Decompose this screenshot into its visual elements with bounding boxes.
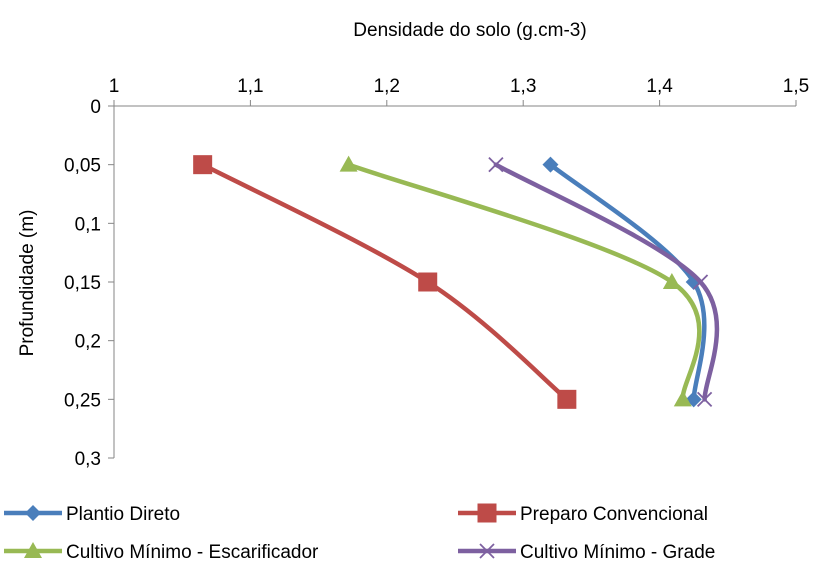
legend-item: Cultivo Mínimo - Escarificador — [4, 542, 319, 563]
data-point — [662, 273, 681, 289]
data-point — [488, 157, 504, 173]
series-line — [548, 162, 707, 402]
data-point — [418, 272, 438, 292]
data-point — [557, 389, 577, 409]
x-tick-label: 1 — [109, 76, 120, 97]
y-tick-label: 0 — [90, 97, 101, 118]
marker-stroke — [488, 157, 504, 173]
y-tick-label: 0,3 — [75, 449, 101, 470]
data-point — [339, 155, 358, 172]
y-tick-label: 0,15 — [64, 273, 101, 294]
marker-stroke — [479, 543, 495, 559]
legend-item: Preparo Convencional — [458, 503, 708, 525]
y-tick-label: 0,25 — [64, 390, 101, 411]
legend-label: Cultivo Mínimo - Grade — [520, 542, 715, 563]
y-tick-label: 0,1 — [75, 214, 101, 235]
x-axis-title: Densidade do solo (g.cm-3) — [353, 20, 586, 41]
y-tick-label: 0,2 — [75, 332, 101, 353]
legend-swatch-marker — [477, 503, 497, 523]
legend-label: Cultivo Mínimo - Escarificador — [66, 542, 319, 563]
data-point — [673, 390, 692, 407]
data-point — [542, 156, 559, 173]
legend-label: Preparo Convencional — [520, 504, 708, 525]
marker-stroke — [692, 274, 709, 290]
series-group — [339, 155, 702, 407]
x-tick-label: 1,2 — [374, 76, 400, 97]
data-point — [193, 155, 213, 175]
series-layer — [193, 155, 720, 409]
marker-stroke — [696, 391, 713, 407]
legend-label: Plantio Direto — [66, 504, 180, 525]
data-point — [692, 274, 709, 290]
series-line — [493, 162, 720, 402]
legend-item: Cultivo Mínimo - Grade — [458, 542, 715, 563]
y-axis-title: Profundidade (m) — [17, 210, 38, 357]
legend: Plantio Direto Preparo Convencional Cultiv… — [4, 503, 715, 563]
axes: 1 1,1 1,2 1,3 1,4 1,5 0 0,05 0,1 0,15 0,2 0,25 0,3 — [64, 76, 809, 470]
legend-swatch-marker — [479, 543, 495, 559]
data-point — [696, 391, 713, 407]
legend-item: Plantio Direto — [4, 504, 180, 525]
x-tick-label: 1,5 — [783, 76, 809, 97]
series-group — [488, 157, 720, 407]
series-line — [346, 162, 702, 402]
series-group — [542, 156, 707, 408]
legend-swatch-marker — [25, 505, 41, 521]
y-tick-label: 0,05 — [64, 156, 101, 177]
x-tick-label: 1,3 — [510, 76, 536, 97]
legend-swatch-marker — [24, 542, 42, 558]
series-group — [193, 155, 577, 409]
series-line — [200, 162, 570, 402]
x-tick-label: 1,1 — [237, 76, 263, 97]
x-tick-label: 1,4 — [646, 76, 673, 97]
